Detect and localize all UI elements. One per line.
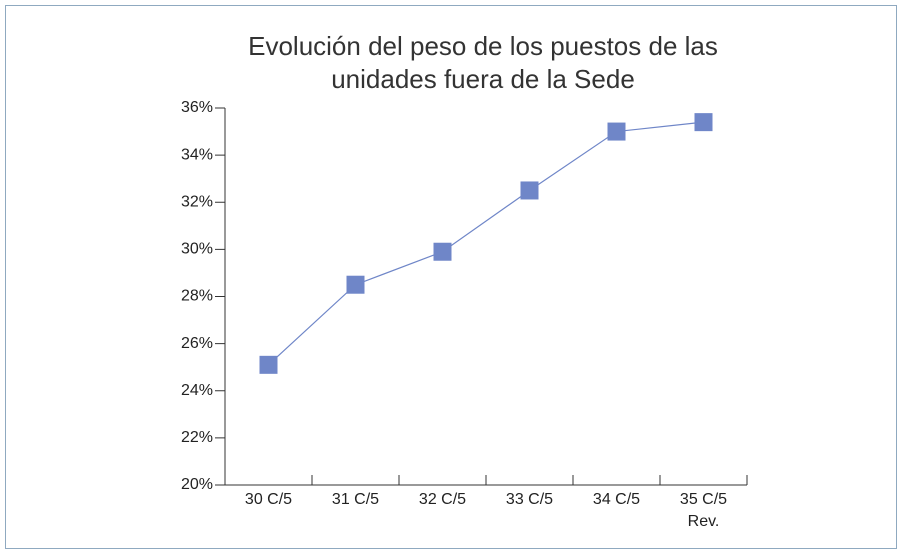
y-tick-label: 30% — [181, 241, 213, 258]
marker — [607, 122, 626, 141]
marker — [259, 355, 278, 374]
y-tick-label: 20% — [181, 476, 213, 493]
marker — [433, 242, 452, 261]
x-tick-label: 32 C/5 — [418, 491, 467, 508]
x-tick-label: 31 C/5 — [331, 491, 380, 508]
y-tick-label: 24% — [181, 382, 213, 399]
x-tick-label: 35 C/5 Rev. — [679, 491, 728, 530]
y-tick-label: 22% — [181, 429, 213, 446]
marker — [346, 275, 365, 294]
x-tick-label: 30 C/5 — [244, 491, 293, 508]
x-tick-label: 34 C/5 — [592, 491, 641, 508]
y-tick-label: 36% — [181, 99, 213, 116]
x-tick-label: 33 C/5 — [505, 491, 554, 508]
marker — [520, 181, 539, 200]
series-line — [268, 121, 704, 366]
frame — [5, 5, 897, 549]
y-tick-label: 32% — [181, 193, 213, 210]
chart-title: Evolución del peso de los puestos de las… — [248, 31, 718, 94]
y-tick-label: 28% — [181, 288, 213, 305]
y-tick-label: 26% — [181, 335, 213, 352]
y-tick-label: 34% — [181, 146, 213, 163]
marker — [694, 113, 713, 132]
